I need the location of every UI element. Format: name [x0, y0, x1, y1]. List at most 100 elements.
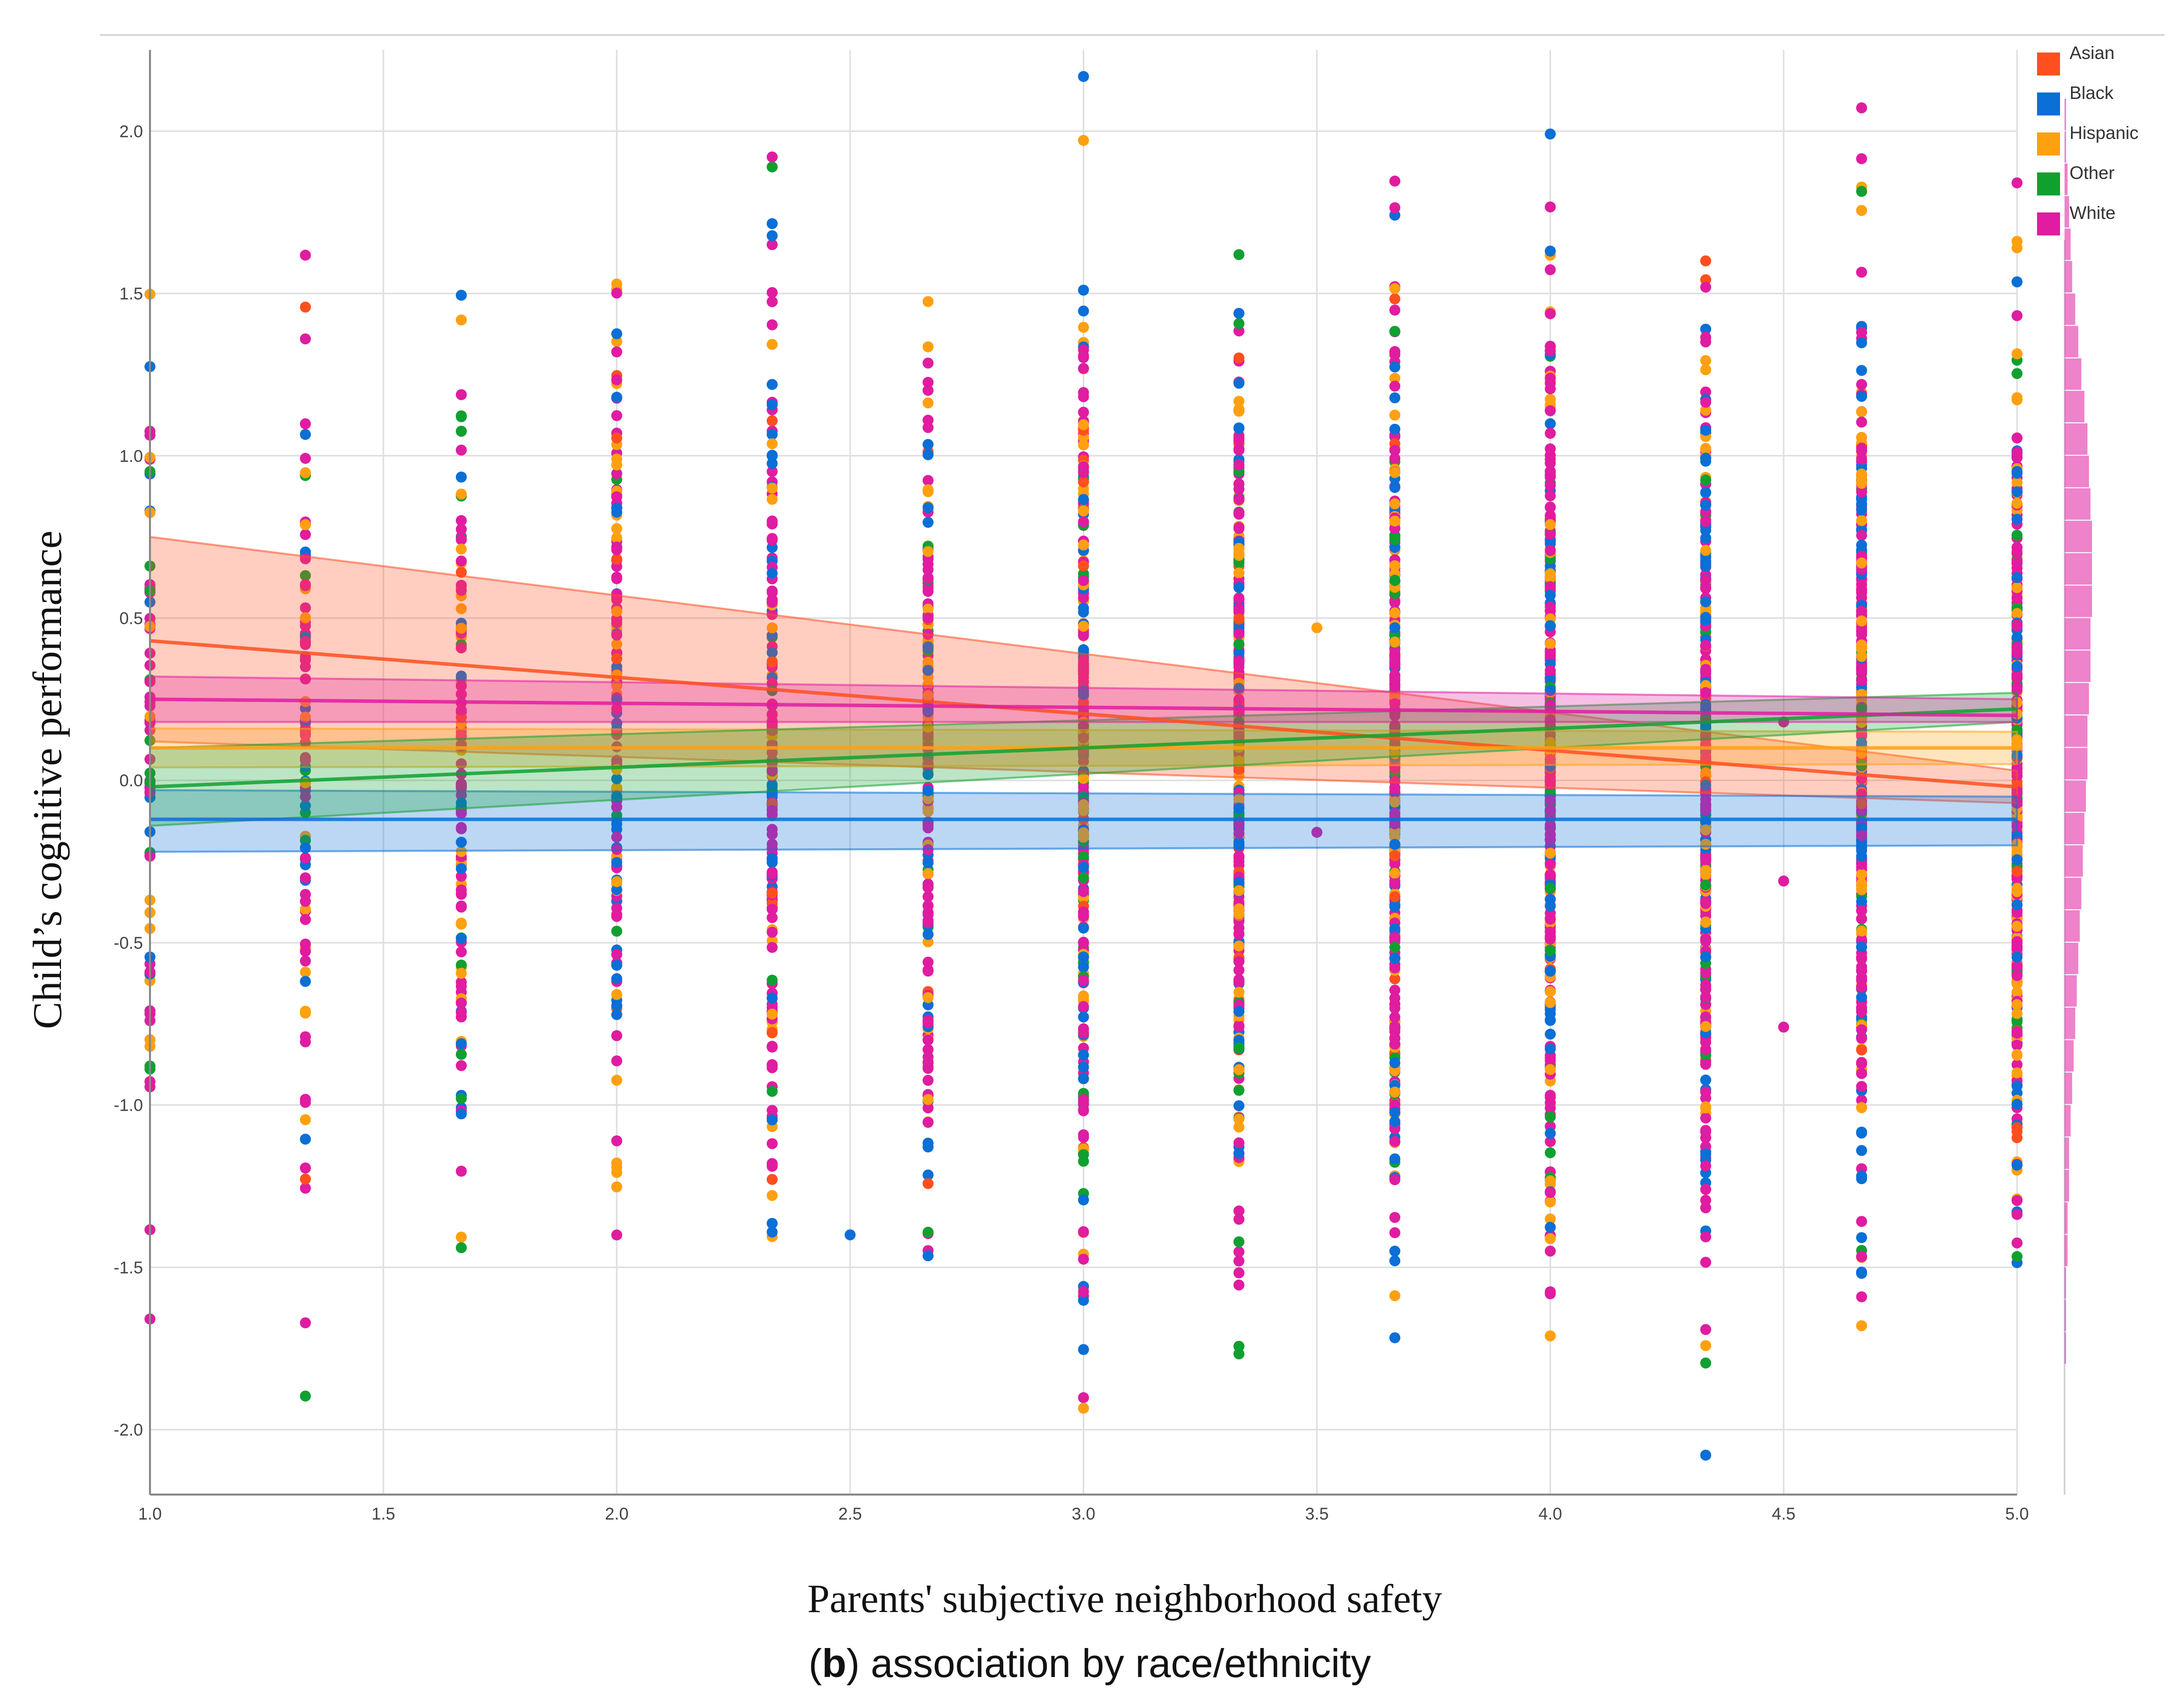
- point-black: [611, 661, 622, 672]
- point-white: [299, 418, 311, 429]
- point-white: [1545, 1187, 1556, 1198]
- point-hispanic: [455, 968, 467, 979]
- point-white: [922, 907, 934, 918]
- point-white: [2012, 446, 2023, 458]
- point-white: [1389, 1038, 1401, 1050]
- point-black: [1389, 1116, 1401, 1127]
- histogram-bar: [2065, 1170, 2070, 1202]
- point-asian: [1233, 613, 1245, 625]
- point-black: [611, 818, 622, 830]
- point-white: [1233, 1246, 1245, 1258]
- point-white: [1078, 654, 1089, 666]
- point-white: [611, 594, 622, 605]
- point-asian: [766, 887, 778, 899]
- point-white: [2012, 672, 2023, 683]
- point-white: [1856, 1058, 1868, 1070]
- point-white: [766, 1138, 778, 1149]
- point-white: [299, 938, 311, 950]
- point-white: [1233, 929, 1245, 940]
- point-hispanic: [1700, 1102, 1712, 1114]
- fit-line-other: [149, 707, 2018, 789]
- histogram-bar: [2065, 98, 2067, 130]
- point-white: [1389, 652, 1401, 664]
- point-hispanic: [1078, 134, 1089, 146]
- point-hispanic: [1233, 793, 1245, 805]
- histogram-bar: [2065, 1137, 2070, 1169]
- point-black: [766, 1114, 778, 1126]
- point-white: [766, 843, 778, 854]
- histogram-bar: [2065, 683, 2089, 715]
- point-black: [766, 218, 778, 229]
- point-white: [2012, 763, 2023, 774]
- point-black: [1233, 307, 1245, 319]
- point-white: [1233, 494, 1245, 505]
- point-white: [1233, 694, 1245, 705]
- point-white: [2012, 177, 2023, 188]
- histogram-bar: [2065, 1202, 2068, 1234]
- point-white: [299, 1183, 311, 1194]
- point-hispanic: [1545, 1196, 1556, 1208]
- point-black: [1545, 1043, 1556, 1055]
- point-black: [1545, 900, 1556, 912]
- point-white: [1078, 911, 1089, 922]
- point-black: [1389, 392, 1401, 403]
- point-black: [299, 429, 311, 440]
- point-black: [2012, 467, 2023, 479]
- point-hispanic: [299, 1114, 311, 1126]
- point-asian: [611, 553, 622, 565]
- point-hispanic: [2012, 1049, 2023, 1060]
- point-white: [455, 946, 467, 958]
- legend-label-black: Black: [2070, 82, 2114, 103]
- point-black: [1233, 377, 1245, 389]
- point-hispanic: [1856, 406, 1868, 417]
- point-black: [1700, 532, 1712, 544]
- point-hispanic: [1856, 925, 1868, 937]
- point-hispanic: [922, 690, 934, 702]
- point-white: [1233, 459, 1245, 470]
- point-black: [1233, 1148, 1245, 1159]
- point-white: [1389, 597, 1401, 608]
- point-white: [766, 587, 778, 598]
- point-black: [1700, 452, 1712, 464]
- point-hispanic: [455, 314, 467, 326]
- point-hispanic: [922, 603, 934, 615]
- y-tick-label-1-5: -1.5: [113, 1258, 143, 1277]
- point-white: [1545, 828, 1556, 840]
- point-black: [922, 642, 934, 654]
- point-hispanic: [1856, 615, 1868, 627]
- point-white: [1233, 628, 1245, 640]
- point-white: [1856, 975, 1868, 986]
- point-black: [1078, 922, 1089, 934]
- point-black: [766, 992, 778, 1004]
- point-hispanic: [1700, 545, 1712, 556]
- point-white: [1233, 1267, 1245, 1279]
- point-white: [922, 1034, 934, 1046]
- point-hispanic: [1856, 205, 1868, 216]
- point-white: [455, 976, 467, 988]
- histogram-bar: [2065, 845, 2083, 877]
- point-hispanic: [1233, 885, 1245, 896]
- point-black: [1856, 1232, 1868, 1243]
- point-black: [1233, 683, 1245, 694]
- point-hispanic: [1545, 519, 1556, 530]
- point-black: [1233, 802, 1245, 814]
- point-white: [611, 1055, 622, 1067]
- histogram-bar: [2065, 942, 2079, 974]
- point-white: [1078, 1226, 1089, 1238]
- point-black: [455, 797, 467, 809]
- point-white: [922, 891, 934, 902]
- point-other: [1233, 638, 1245, 650]
- point-white: [766, 296, 778, 307]
- point-white: [299, 579, 311, 590]
- point-white: [766, 287, 778, 298]
- point-black: [1856, 539, 1868, 551]
- point-black: [1078, 1344, 1089, 1355]
- histogram-bar: [2065, 878, 2082, 910]
- point-hispanic: [2012, 582, 2023, 593]
- point-white: [2012, 641, 2023, 653]
- histogram-bar: [2065, 1300, 2067, 1332]
- point-black: [1545, 1222, 1556, 1233]
- point-white: [922, 1117, 934, 1128]
- point-white: [1545, 427, 1556, 439]
- point-black: [1545, 418, 1556, 429]
